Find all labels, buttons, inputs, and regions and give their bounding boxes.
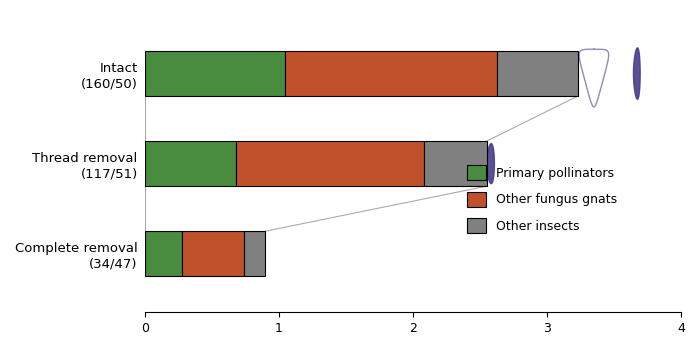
Bar (236, 141, 424, 186)
Bar (286, 51, 498, 96)
Bar (145, 51, 286, 96)
Polygon shape (487, 144, 494, 184)
Bar (182, 231, 244, 276)
Bar (145, 231, 182, 276)
Legend: Primary pollinators, Other fungus gnats, Other insects: Primary pollinators, Other fungus gnats,… (462, 160, 622, 238)
Bar (424, 141, 486, 186)
Bar (498, 51, 578, 96)
Bar (244, 231, 265, 276)
Bar (145, 141, 236, 186)
Polygon shape (242, 237, 248, 270)
Polygon shape (634, 48, 640, 99)
